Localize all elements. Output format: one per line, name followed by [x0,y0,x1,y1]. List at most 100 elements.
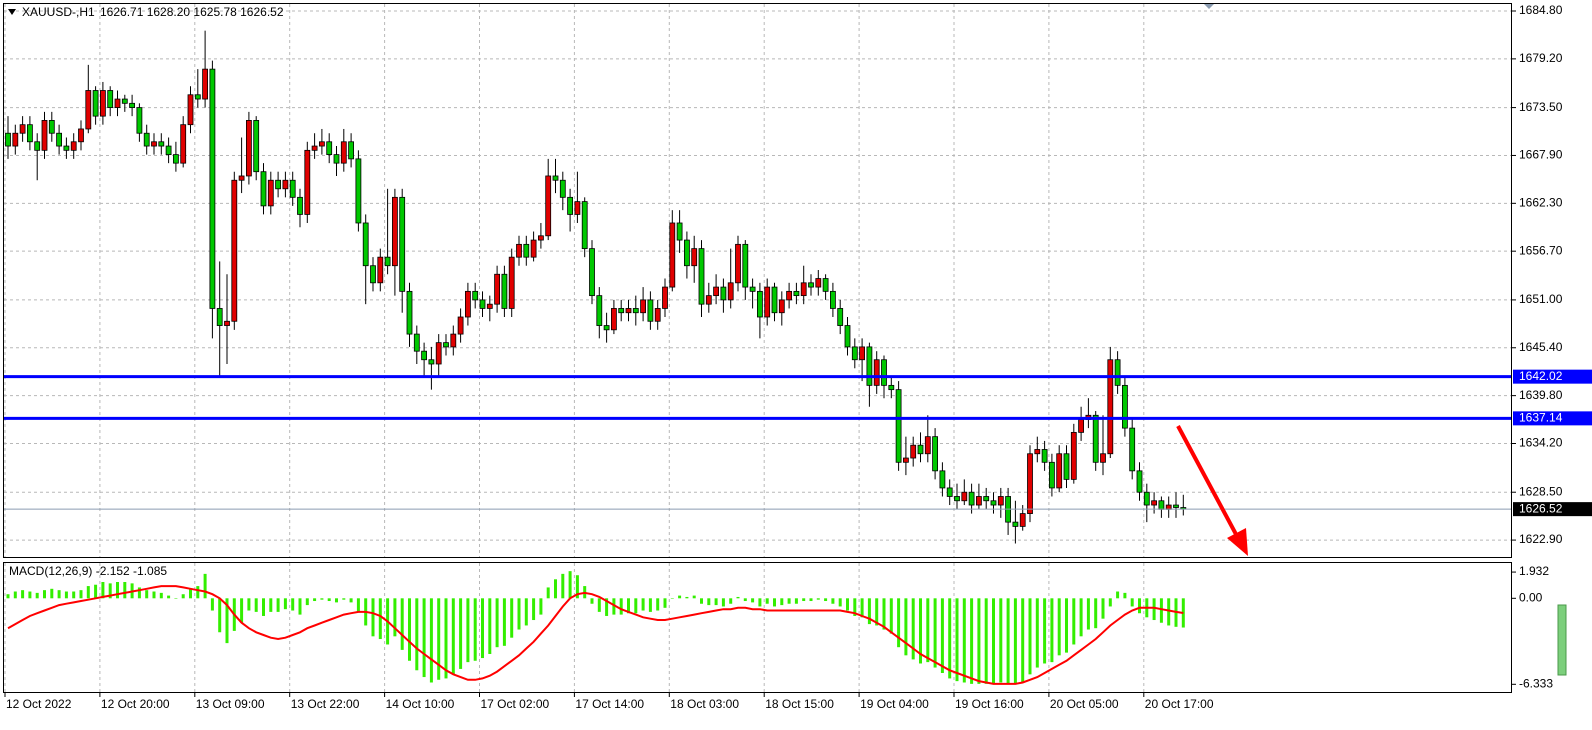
candle-body [267,179,274,207]
histogram-bar [875,598,879,626]
histogram-bar [262,598,265,616]
candle-body [1122,384,1128,429]
candle-body [486,303,493,309]
histogram-bar [203,573,207,599]
candle-body [180,124,187,164]
histogram-bar [35,592,39,599]
histogram-bar [444,598,448,679]
candle-body [253,120,260,173]
candle-body [238,175,245,181]
histogram-bar [50,588,54,599]
candle-body [830,290,836,309]
candle-body [589,248,595,297]
candle-body [457,316,464,335]
candle-body [333,154,340,164]
candle-body [406,290,413,335]
candle-body [924,436,931,455]
candle-body [158,141,165,147]
histogram-bar [1035,598,1039,668]
histogram-bar [108,583,112,599]
candle-body [428,359,435,365]
histogram-bar [408,598,411,661]
candle-body [472,290,479,301]
histogram-bar [1167,598,1171,626]
histogram-bar [919,598,922,664]
histogram-bar [1123,592,1127,599]
y-tick-label: 1.932 [1519,564,1549,578]
candle-body [399,196,406,292]
histogram-bar [648,598,652,612]
histogram-bar [846,598,849,611]
candle-body [479,299,486,309]
histogram-bar [1021,598,1025,683]
histogram-bar [283,598,287,610]
plot-layer: 12 Oct 2022 12 Oct 20:00 13 Oct 09:00 13 Oc… [4,3,1592,711]
histogram-bar [502,598,506,646]
candle-body [545,175,552,237]
y-tick-label: -6.333 [1519,676,1553,690]
candle-body [348,141,355,160]
x-tick-label: 19 Oct 16:00 [955,697,1024,711]
histogram-bar [627,598,630,614]
candle-body [26,124,33,143]
histogram-bar [57,590,61,599]
histogram-bar [6,594,10,599]
histogram-bar [736,596,740,599]
histogram-bar [145,590,149,599]
histogram-bar [481,598,484,659]
candle-body [997,496,1004,506]
histogram-bar [940,598,944,673]
candle-body [873,359,880,386]
histogram-bar [320,598,324,600]
x-tick-label: 14 Oct 10:00 [386,697,455,711]
menu-triangle[interactable] [8,9,16,15]
candle-body [691,248,698,267]
candle-body [581,201,588,250]
candle-body [355,158,362,224]
histogram-bar [137,587,141,599]
candle-body [676,222,683,241]
candle-body [41,120,48,151]
price-pane-frame [3,3,1512,558]
candle-body [895,389,902,463]
histogram-bar [904,598,908,656]
candle-body [903,457,909,463]
candle-body [413,333,420,352]
y-tick-label: 1639.80 [1519,388,1563,402]
candle-body [1027,453,1033,514]
y-tick-label: 1651.00 [1519,292,1563,306]
candle-body [187,94,194,126]
candle-body [1012,521,1019,527]
histogram-bar [867,598,871,625]
candle-body [713,286,719,297]
level-label: 1637.14 [1519,411,1563,425]
candle-body [172,154,179,164]
candle-body [151,141,157,147]
histogram-bar [64,591,68,599]
candle-body [954,496,960,502]
histogram-bar [247,598,251,611]
candle-body [1114,359,1121,386]
macd-title: MACD(12,26,9) -2.152 -1.085 [9,564,167,578]
histogram-bar [816,598,820,600]
y-tick-label: 1628.50 [1519,484,1563,498]
candle-body [92,90,99,117]
histogram-bar [933,598,937,668]
candle-body [640,299,646,314]
candle-body [800,282,807,297]
histogram-bar [43,590,46,599]
histogram-bar [349,598,353,603]
scroll-handle[interactable] [1557,604,1567,676]
shift-marker[interactable] [1204,4,1214,9]
candle-body [19,124,26,134]
histogram-bar [1152,598,1156,621]
candle-body [559,179,566,198]
histogram-bar [554,579,557,599]
candle-body [1019,513,1026,527]
histogram-bar [1086,598,1090,630]
candle-body [822,278,829,292]
candle-body [1100,453,1106,463]
candle-body [1158,500,1165,510]
